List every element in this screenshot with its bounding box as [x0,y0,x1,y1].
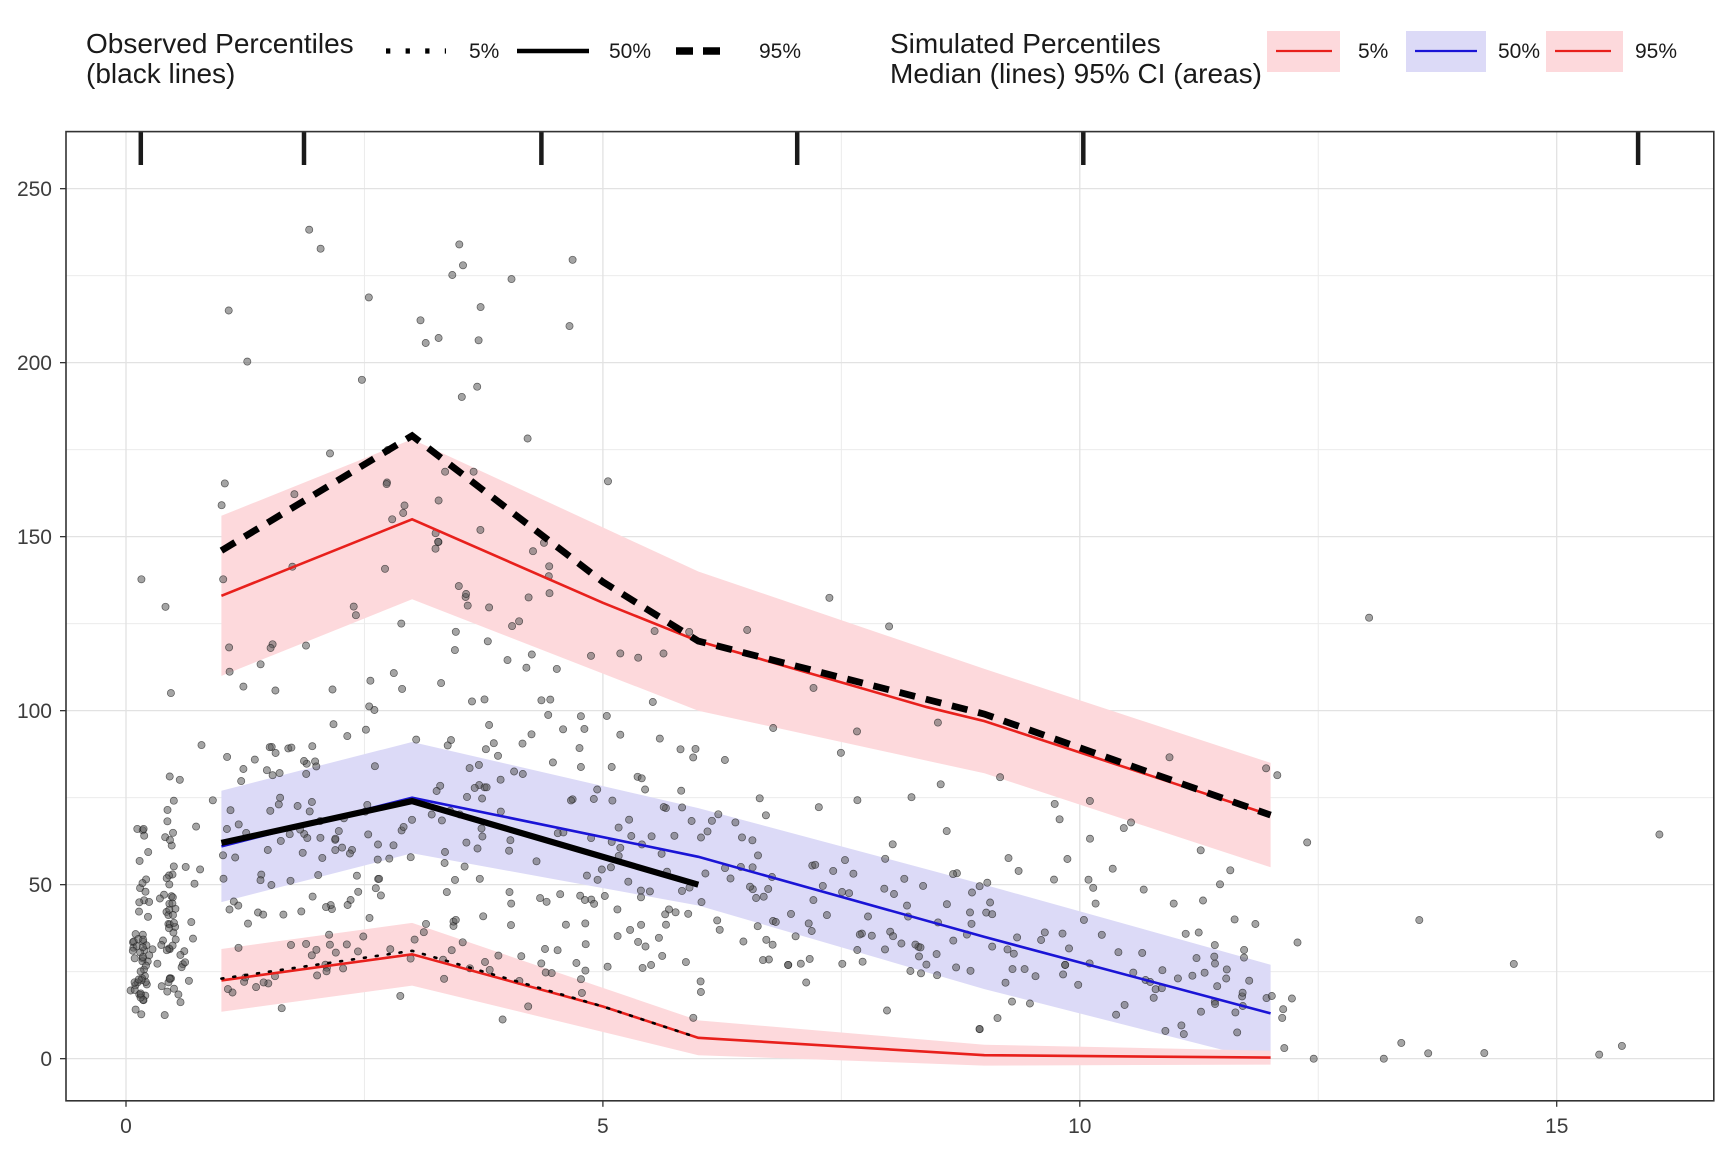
svg-text:0: 0 [40,1048,52,1071]
svg-text:0: 0 [120,1115,132,1138]
svg-text:5: 5 [597,1115,609,1138]
svg-text:Median (lines) 95% CI (areas): Median (lines) 95% CI (areas) [890,58,1262,89]
svg-text:Observed Percentiles: Observed Percentiles [86,28,354,59]
svg-text:95%: 95% [759,40,801,63]
svg-text:5%: 5% [1358,40,1388,63]
svg-text:50%: 50% [609,40,651,63]
svg-text:50: 50 [29,874,52,897]
svg-text:5%: 5% [469,40,499,63]
svg-text:250: 250 [17,178,52,201]
svg-text:200: 200 [17,352,52,375]
svg-text:150: 150 [17,526,52,549]
svg-text:100: 100 [17,700,52,723]
svg-text:95%: 95% [1635,40,1677,63]
svg-text:10: 10 [1068,1115,1091,1138]
svg-text:50%: 50% [1498,40,1540,63]
svg-text:(black lines): (black lines) [86,58,235,89]
svg-text:15: 15 [1545,1115,1568,1138]
svg-text:Simulated Percentiles: Simulated Percentiles [890,28,1161,59]
